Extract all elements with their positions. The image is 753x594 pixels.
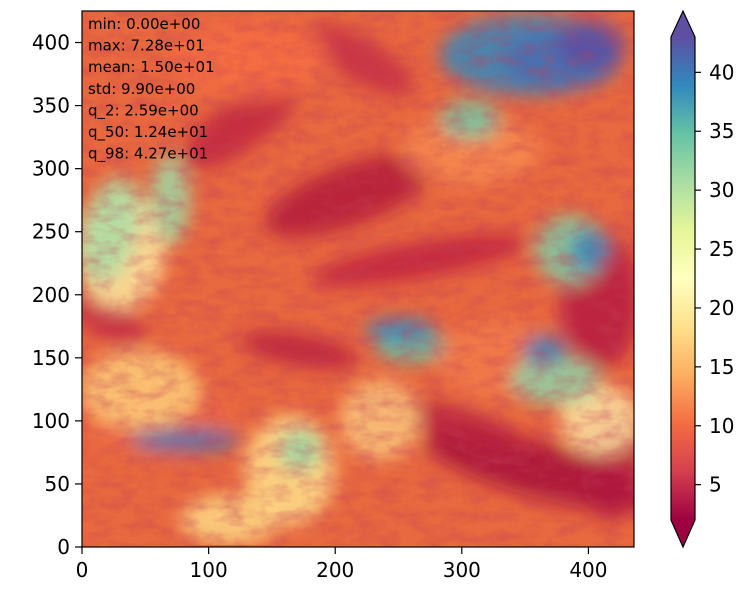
colorbar-tick-label: 15	[709, 355, 734, 379]
stats-line: q_98: 4.27e+01	[88, 145, 208, 164]
heatmap-image	[82, 11, 634, 547]
colorbar-tick-label: 25	[709, 237, 734, 261]
colorbar-tick-label: 10	[709, 414, 734, 438]
stats-line: q_50: 1.24e+01	[88, 123, 208, 142]
stats-line: mean: 1.50e+01	[88, 58, 215, 76]
y-tick-label: 250	[32, 220, 70, 244]
y-tick-label: 350	[32, 94, 70, 118]
y-tick-label: 300	[32, 157, 70, 181]
plot-frame	[81, 10, 635, 548]
colorbar-tick-label: 35	[709, 119, 734, 143]
colorbar-extend-high	[671, 11, 695, 37]
colorbar-tick-label: 20	[709, 296, 734, 320]
x-tick-label: 300	[443, 558, 481, 582]
colorbar-tick-label: 40	[709, 60, 734, 84]
stats-line: q_2: 2.59e+00	[88, 101, 199, 120]
colorbar-tick-label: 30	[709, 178, 734, 202]
colorbar-outline	[670, 9, 696, 549]
x-tick-label: 400	[569, 558, 607, 582]
y-axis: 0 50 100 150 200 250 300 350 400	[32, 31, 82, 559]
y-tick-label: 200	[32, 283, 70, 307]
y-tick-label: 400	[32, 31, 70, 55]
colorbar-extend-low	[671, 520, 695, 547]
y-tick-label: 100	[32, 409, 70, 433]
stats-line: std: 9.90e+00	[88, 80, 195, 98]
x-tick-label: 100	[190, 558, 228, 582]
colorbar: 5 10 15 20 25 30 35 40	[670, 9, 734, 549]
x-tick-label: 200	[316, 558, 354, 582]
y-tick-label: 0	[57, 535, 70, 559]
stats-annotation: min: 0.00e+00 max: 7.28e+01 mean: 1.50e+01…	[88, 15, 215, 164]
colorbar-tick-label: 5	[709, 473, 722, 497]
stats-line: max: 7.28e+01	[88, 37, 205, 55]
x-tick-label: 0	[76, 558, 89, 582]
colorbar-ticks: 5 10 15 20 25 30 35 40	[695, 60, 734, 497]
y-tick-label: 150	[32, 346, 70, 370]
colorbar-gradient	[671, 37, 695, 520]
stats-line: min: 0.00e+00	[88, 15, 200, 33]
x-axis: 0 100 200 300 400	[76, 547, 608, 582]
y-tick-label: 50	[45, 472, 70, 496]
